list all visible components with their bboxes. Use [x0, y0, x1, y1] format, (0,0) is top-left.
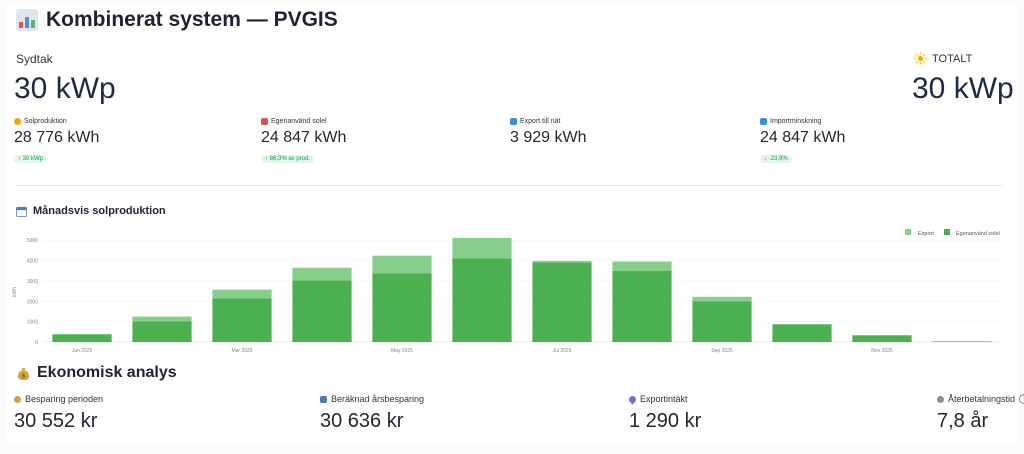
economy-label: Återbetalningstid — [948, 394, 1016, 404]
chart-x-ticks: Jan 2025 Mar 2025 May 2025 Jul 2025 Sep 2025… — [72, 348, 893, 354]
chart-legend: Export Egenanvänd solel — [905, 229, 1000, 237]
drop-icon — [627, 394, 638, 404]
page-header: Kombinerat system — PVGIS — [16, 8, 338, 32]
sun-small-icon — [14, 118, 21, 125]
metric-solproduktion: Solproduktion 28 776 kWh ↑ 30 kWp — [14, 118, 99, 165]
export-icon — [510, 118, 517, 125]
chart-y-axis-label: kWh — [12, 287, 18, 297]
metric-export: Export till nät 3 929 kWh — [510, 118, 586, 147]
economy-besparing: Besparing perioden 30 552 kr — [14, 394, 103, 433]
metric-delta: ↑ 30 kWp — [14, 155, 48, 163]
bar-export — [132, 316, 192, 322]
metric-label: Solproduktion — [24, 118, 67, 125]
metric-value: 3 929 kWh — [510, 129, 587, 146]
calendar-small-icon — [320, 395, 327, 403]
bar-self-consumption — [52, 334, 112, 342]
metric-value: 24 847 kWh — [760, 129, 846, 146]
bar-chart-icon — [16, 9, 38, 31]
content-card — [6, 6, 1018, 442]
metric-label: Importminskning — [770, 118, 822, 125]
bar-export — [612, 261, 672, 271]
legend-swatch-export — [905, 229, 911, 235]
economy-label: Exportintäkt — [640, 394, 688, 404]
page-title: Kombinerat system — PVGIS — [46, 8, 338, 31]
y-tick-label: 3000 — [27, 279, 38, 285]
bar-export — [452, 237, 512, 259]
metric-value: 28 776 kWh — [14, 129, 100, 146]
stopwatch-icon — [937, 395, 944, 403]
bar-self-consumption — [692, 301, 752, 342]
x-tick-label: Nov 2025 — [871, 348, 893, 354]
monthly-production-chart: 0 1000 2000 3000 4000 5000 Jan 2025 Mar 2025 Ma… — [12, 229, 1000, 354]
bar-self-consumption — [132, 321, 192, 342]
system-capacity: 30 kWp — [14, 72, 116, 105]
y-tick-label: 4000 — [27, 259, 38, 265]
metric-egenanvand: Egenanvänd solel 24 847 kWh ↑ 86,3% av p… — [261, 118, 346, 165]
chart-y-ticks: 0 1000 2000 3000 4000 5000 — [27, 238, 38, 346]
bar-self-consumption — [532, 262, 592, 342]
legend-label-self[interactable]: Egenanvänd solel — [956, 231, 1000, 237]
bar-self-consumption — [292, 280, 352, 342]
bar-export — [292, 267, 352, 281]
y-tick-label: 2000 — [27, 299, 38, 305]
x-tick-label: May 2025 — [391, 348, 413, 354]
metric-delta: ↓ -23,9% — [760, 155, 792, 163]
y-tick-label: 0 — [35, 340, 38, 346]
metric-value: 24 847 kWh — [261, 129, 347, 146]
bar-export — [532, 260, 592, 263]
economy-value: 30 636 kr — [320, 410, 404, 432]
bar-export — [212, 289, 272, 299]
chart-bars — [52, 237, 992, 342]
house-icon — [261, 118, 268, 125]
economy-section-title: $ Ekonomisk analys — [16, 364, 177, 382]
total-value: 30 kWp — [912, 72, 1014, 105]
bar-self-consumption — [852, 335, 912, 342]
economy-value: 30 552 kr — [14, 410, 98, 432]
bar-self-consumption — [452, 258, 512, 342]
metric-label: Egenanvänd solel — [271, 118, 327, 125]
economy-value: 7,8 år — [937, 410, 989, 432]
chart-section-title: Månadsvis solproduktion — [16, 205, 166, 217]
svg-text:$: $ — [22, 373, 26, 379]
x-tick-label: Mar 2025 — [231, 348, 252, 354]
calendar-icon — [16, 206, 27, 217]
total-label: TOTALT — [932, 52, 973, 65]
bar-self-consumption — [772, 324, 832, 342]
section-divider — [16, 185, 1002, 186]
metric-import: Importminskning 24 847 kWh ↓ -23,9% — [760, 118, 845, 165]
money-bag-small-icon — [14, 395, 21, 403]
economy-exportintakt: Exportintäkt 1 290 kr — [627, 394, 702, 433]
economy-value: 1 290 kr — [629, 410, 702, 432]
economy-label: Beräknad årsbesparing — [331, 394, 425, 404]
economy-arsbesparing: Beräknad årsbesparing 30 636 kr — [320, 394, 424, 433]
system-name: Sydtak — [16, 52, 53, 66]
economy-title: Ekonomisk analys — [37, 364, 177, 381]
y-tick-label: 1000 — [27, 320, 38, 326]
bar-self-consumption — [372, 273, 432, 342]
metric-label: Export till nät — [520, 118, 561, 125]
economy-aterbetalning: Återbetalningstid ? 7,8 år — [937, 394, 1024, 433]
x-tick-label: Jan 2025 — [72, 348, 93, 354]
bar-self-consumption — [932, 341, 992, 342]
sun-icon — [914, 52, 927, 65]
metric-delta: ↑ 86,3% av prod. — [261, 155, 315, 163]
import-icon — [760, 118, 767, 125]
bar-export — [692, 296, 752, 302]
y-tick-label: 5000 — [27, 238, 38, 244]
bar-self-consumption — [212, 298, 272, 342]
legend-label-export[interactable]: Export — [918, 231, 934, 237]
legend-swatch-self — [944, 229, 950, 235]
total-label-row: TOTALT — [914, 52, 972, 65]
bar-export — [372, 255, 432, 274]
chart-title: Månadsvis solproduktion — [33, 205, 166, 217]
economy-label: Besparing perioden — [25, 394, 104, 404]
help-icon[interactable]: ? — [1019, 394, 1024, 404]
chart-grid — [42, 239, 1000, 343]
x-tick-label: Sep 2025 — [711, 348, 733, 354]
money-bag-icon: $ — [17, 367, 30, 380]
x-tick-label: Jul 2025 — [553, 348, 572, 354]
bar-self-consumption — [612, 270, 672, 342]
